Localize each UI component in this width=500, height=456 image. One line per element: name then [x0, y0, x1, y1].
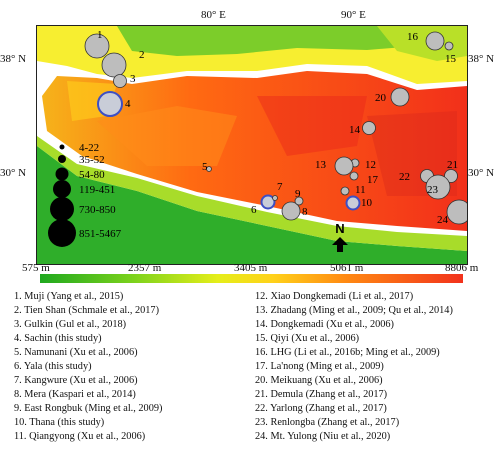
- reference-item: 14. Dongkemadi (Xu et al., 2006): [255, 319, 394, 330]
- site-label: 2: [139, 49, 145, 61]
- elevation-label-3: 5061 m: [330, 262, 364, 274]
- site-marker: [272, 195, 278, 201]
- lon-label-90: 90° E: [341, 9, 366, 21]
- site-label: 14: [349, 124, 361, 136]
- size-legend-dot: [50, 197, 74, 221]
- site-label: 13: [315, 159, 327, 171]
- site-marker: [97, 91, 123, 117]
- northern-lowland: [117, 26, 417, 56]
- size-legend-label: 35-52: [79, 154, 105, 166]
- size-legend-dot: [53, 180, 71, 198]
- elevation-label-0: 575 m: [22, 262, 50, 274]
- site-label: 7: [277, 181, 283, 193]
- reference-item: 15. Qiyi (Xu et al., 2006): [255, 333, 360, 344]
- reference-item: 9. East Rongbuk (Ming et al., 2009): [14, 403, 163, 414]
- reference-item: 22. Yarlong (Zhang et al., 2017): [255, 403, 387, 414]
- site-label: 5: [202, 161, 208, 173]
- site-label: 22: [399, 171, 410, 183]
- size-legend-label: 4-22: [79, 142, 99, 154]
- site-marker: [446, 199, 467, 225]
- reference-item: 10. Thana (this study): [14, 417, 105, 428]
- site-label: 8: [302, 206, 308, 218]
- reference-item: 5. Namunani (Xu et al., 2006): [14, 347, 138, 358]
- reference-list-right: 12. Xiao Dongkemadi (Li et al., 2017) 13.…: [255, 290, 453, 444]
- reference-item: 7. Kangwure (Xu et al., 2006): [14, 375, 138, 386]
- reference-item: 11. Qiangyong (Xu et al., 2006): [14, 431, 146, 442]
- reference-item: 3. Gulkin (Gul et al., 2018): [14, 319, 127, 330]
- size-legend-label: 730-850: [79, 204, 116, 216]
- reference-item: 2. Tien Shan (Schmale et al., 2017): [14, 305, 160, 316]
- site-marker: [349, 171, 359, 181]
- lat-label-30-right: 30° N: [468, 167, 495, 179]
- elevation-label-4: 8806 m: [445, 262, 479, 274]
- site-marker: [101, 52, 127, 78]
- reference-item: 24. Mt. Yulong (Niu et al., 2020): [255, 431, 391, 442]
- site-marker: [425, 174, 451, 200]
- reference-list-left: 1. Muji (Yang et al., 2015) 2. Tien Shan …: [14, 290, 162, 444]
- southern-lowland: [37, 146, 467, 264]
- reference-item: 6. Yala (this study): [14, 361, 92, 372]
- size-legend-dot: [59, 144, 65, 150]
- reference-item: 16. LHG (Li et al., 2016b; Ming et al., …: [255, 347, 440, 358]
- reference-item: 20. Meikuang (Xu et al., 2006): [255, 375, 383, 386]
- tibetan-plateau: [42, 71, 467, 231]
- lat-label-38-right: 38° N: [468, 53, 495, 65]
- site-marker: [362, 121, 376, 135]
- reference-item: 17. La'nong (Ming et al., 2009): [255, 361, 384, 372]
- site-label: 24: [437, 214, 449, 226]
- site-marker: [113, 74, 127, 88]
- site-label: 3: [130, 73, 136, 85]
- site-label: 6: [251, 204, 257, 216]
- elevation-label-2: 3405 m: [234, 262, 268, 274]
- reference-item: 23. Renlongba (Zhang et al., 2017): [255, 417, 400, 428]
- lat-label-38-left: 38° N: [0, 53, 27, 65]
- north-label: N: [335, 221, 344, 236]
- site-marker: [345, 195, 361, 211]
- site-label: 16: [407, 31, 419, 43]
- site-marker: [281, 201, 301, 221]
- site-marker: [294, 196, 304, 206]
- site-label: 1: [97, 29, 103, 41]
- reference-item: 8. Mera (Kaspari et al., 2014): [14, 389, 136, 400]
- size-legend-dot: [58, 155, 66, 163]
- site-label: 4: [125, 98, 131, 110]
- reference-item: 13. Zhadang (Ming et al., 2009; Qu et al…: [255, 305, 453, 316]
- reference-item: 4. Sachin (this study): [14, 333, 102, 344]
- site-label: 17: [367, 174, 379, 186]
- lon-label-80: 80° E: [201, 9, 226, 21]
- north-arrow: [332, 237, 348, 252]
- site-label: 10: [361, 197, 373, 209]
- site-label: 21: [447, 159, 458, 171]
- site-label: 23: [427, 184, 439, 196]
- size-legend-label: 119-451: [79, 184, 115, 196]
- reference-item: 1. Muji (Yang et al., 2015): [14, 291, 124, 302]
- site-marker: [260, 194, 276, 210]
- reference-item: 12. Xiao Dongkemadi (Li et al., 2017): [255, 291, 414, 302]
- site-marker: [444, 41, 454, 51]
- site-label: 12: [365, 159, 376, 171]
- site-marker: [425, 31, 445, 51]
- elevation-colorbar: [40, 274, 463, 283]
- site-marker: [206, 166, 212, 172]
- site-marker: [334, 156, 354, 176]
- site-label: 9: [295, 188, 301, 200]
- size-legend-label: 851-5467: [79, 228, 122, 240]
- site-marker: [390, 87, 410, 107]
- reference-item: 21. Demula (Zhang et al., 2017): [255, 389, 388, 400]
- site-marker: [444, 169, 458, 183]
- site-marker: [84, 33, 110, 59]
- site-label: 11: [355, 184, 366, 196]
- size-legend-label: 54-80: [79, 169, 105, 181]
- site-label: 20: [375, 92, 387, 104]
- size-legend-dot: [48, 219, 76, 247]
- lat-label-30-left: 30° N: [0, 167, 27, 179]
- elevation-label-1: 2357 m: [128, 262, 162, 274]
- site-label: 15: [445, 53, 457, 65]
- site-marker: [340, 186, 350, 196]
- size-legend-dot: [55, 167, 69, 181]
